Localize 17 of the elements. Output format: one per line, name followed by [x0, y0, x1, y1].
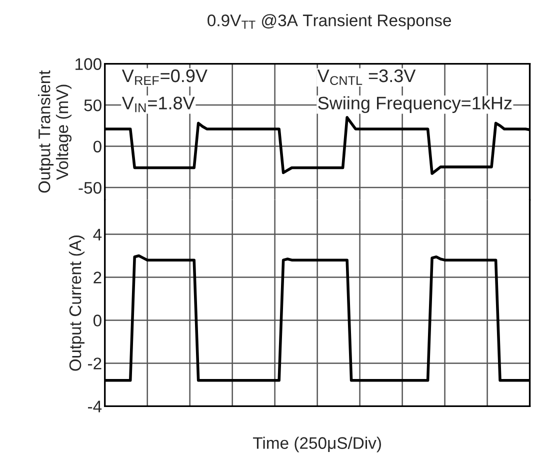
y-tick-label: -50	[78, 182, 102, 194]
y-tick-label: 0	[93, 140, 102, 152]
chart-title: 0.9V$_{TT}$ @3A Transient Response	[208, 14, 452, 30]
y-tick-label: -4	[88, 400, 102, 412]
y-axis-title: Output Current (A)	[68, 236, 84, 371]
y-axis-title: Output Transient Voltage (mV)	[38, 70, 72, 193]
y-tick-label: -2	[88, 358, 102, 370]
y-tick-label: 4	[93, 228, 102, 240]
y-tick-label: 50	[84, 99, 102, 112]
y-tick-label: 2	[94, 272, 102, 284]
y-tick-label: 100	[76, 58, 102, 70]
annotation: V$_{CNTL}$ =3.3V	[317, 69, 416, 86]
annotation: V$_{REF}$=0.9V	[122, 69, 208, 85]
y-tick-label: 0	[93, 314, 102, 326]
x-axis-title: Time (250μS/Div)	[253, 436, 381, 452]
annotation: Swiing Frequency=1kHz	[318, 96, 512, 114]
annotation: V$_{IN}$=1.8V	[122, 96, 195, 112]
